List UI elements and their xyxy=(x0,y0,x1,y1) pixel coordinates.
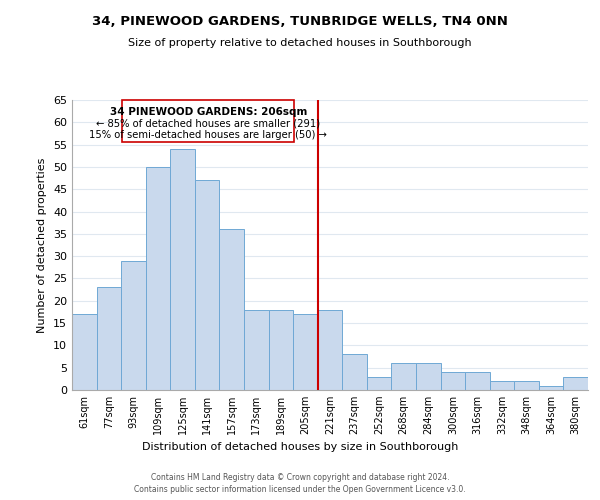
Bar xyxy=(539,386,563,390)
Text: 15% of semi-detached houses are larger (50) →: 15% of semi-detached houses are larger (… xyxy=(89,130,328,140)
Text: Contains HM Land Registry data © Crown copyright and database right 2024.: Contains HM Land Registry data © Crown c… xyxy=(151,472,449,482)
Bar xyxy=(367,376,391,390)
Y-axis label: Number of detached properties: Number of detached properties xyxy=(37,158,47,332)
Bar xyxy=(195,180,220,390)
Text: Contains public sector information licensed under the Open Government Licence v3: Contains public sector information licen… xyxy=(134,485,466,494)
Text: Distribution of detached houses by size in Southborough: Distribution of detached houses by size … xyxy=(142,442,458,452)
Bar xyxy=(391,363,416,390)
Bar xyxy=(121,260,146,390)
Bar xyxy=(465,372,490,390)
Bar xyxy=(146,167,170,390)
Text: 34 PINEWOOD GARDENS: 206sqm: 34 PINEWOOD GARDENS: 206sqm xyxy=(110,106,307,117)
Bar xyxy=(269,310,293,390)
Text: ← 85% of detached houses are smaller (291): ← 85% of detached houses are smaller (29… xyxy=(97,118,320,128)
Bar xyxy=(97,288,121,390)
Bar xyxy=(514,381,539,390)
Text: Size of property relative to detached houses in Southborough: Size of property relative to detached ho… xyxy=(128,38,472,48)
Bar xyxy=(220,230,244,390)
Bar xyxy=(170,149,195,390)
Bar xyxy=(318,310,342,390)
Bar xyxy=(122,100,295,142)
Bar xyxy=(342,354,367,390)
Text: 34, PINEWOOD GARDENS, TUNBRIDGE WELLS, TN4 0NN: 34, PINEWOOD GARDENS, TUNBRIDGE WELLS, T… xyxy=(92,15,508,28)
Bar xyxy=(440,372,465,390)
Bar xyxy=(293,314,318,390)
Bar xyxy=(72,314,97,390)
Bar xyxy=(416,363,440,390)
Bar xyxy=(490,381,514,390)
Bar xyxy=(244,310,269,390)
Bar xyxy=(563,376,588,390)
